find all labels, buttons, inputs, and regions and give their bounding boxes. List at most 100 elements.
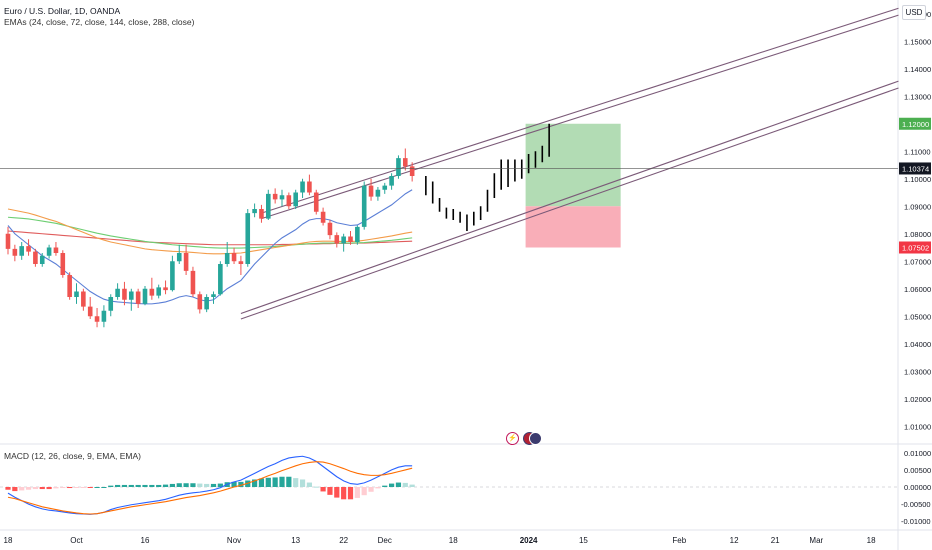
time-tick-label: Feb: [672, 536, 686, 545]
candle-body: [231, 253, 237, 262]
candle-body: [259, 209, 264, 219]
candle-body: [320, 211, 326, 223]
macd-histogram-bar: [39, 487, 45, 490]
macd-histogram-bar: [217, 483, 223, 487]
candle-body: [122, 288, 127, 300]
price-tick-label: 1.15000: [904, 37, 931, 46]
price-tick-label: 1.03000: [904, 367, 931, 376]
currency-button[interactable]: USD: [902, 5, 926, 20]
candle-body: [327, 222, 333, 236]
macd-histogram-bar: [5, 487, 11, 490]
lightning-icon[interactable]: ⚡: [506, 432, 519, 445]
macd-tick-label: 0.00000: [904, 483, 931, 492]
macd-histogram-bar: [115, 484, 121, 487]
candle-body: [238, 261, 244, 264]
macd-histogram-bar: [299, 479, 306, 487]
macd-histogram-bar: [368, 487, 374, 492]
stop-price-label: 1.07502: [902, 244, 929, 253]
candle-body: [409, 166, 415, 176]
candle-body: [341, 236, 346, 244]
macd-histogram-bar: [156, 484, 162, 487]
macd-line: [7, 455, 413, 515]
price-tick-label: 1.08000: [904, 230, 931, 239]
candle-body: [129, 291, 134, 300]
candle-body: [163, 287, 168, 291]
candle-body: [190, 270, 196, 295]
candle-body: [396, 158, 401, 176]
macd-histogram-bar: [395, 482, 402, 487]
macd-histogram-bar: [135, 484, 141, 487]
candle-body: [142, 288, 148, 304]
last-price-label: 1.10374: [902, 164, 929, 173]
macd-histogram-bar: [60, 487, 66, 489]
candle-body: [12, 248, 18, 256]
candle-body: [272, 193, 278, 200]
candle-body: [375, 189, 381, 197]
macd-histogram-bar: [272, 477, 278, 487]
candle-body: [5, 233, 11, 249]
target-price-label: 1.12000: [902, 120, 929, 129]
macd-histogram-bar: [375, 487, 381, 489]
macd-tick-label: 0.00500: [904, 466, 931, 475]
time-tick-label: 18: [4, 536, 13, 545]
candle-body: [183, 253, 189, 271]
macd-histogram-bar: [162, 484, 169, 487]
macd-histogram-bar: [73, 487, 80, 488]
macd-histogram-bar: [252, 479, 258, 487]
price-tick-label: 1.05000: [904, 312, 931, 321]
macd-histogram-bar: [149, 484, 155, 487]
macd-histogram-bar: [19, 487, 25, 491]
macd-histogram-bar: [306, 482, 312, 487]
ema-24-line: [7, 189, 413, 305]
time-tick-label: 15: [579, 536, 588, 545]
macd-histogram-bar: [334, 487, 340, 498]
candle-body: [19, 246, 24, 256]
candle-body: [156, 287, 161, 296]
macd-histogram-bar: [128, 484, 134, 487]
macd-histogram-bar: [354, 487, 360, 498]
macd-tick-label: 0.01000: [904, 449, 931, 458]
macd-histogram-bar: [142, 484, 148, 487]
macd-histogram-bar: [382, 485, 388, 487]
macd-histogram-bar: [80, 487, 86, 488]
stop-zone: [525, 206, 621, 248]
time-tick-label: Nov: [227, 536, 241, 545]
macd-histogram-bar: [121, 484, 128, 487]
ema-144-line: [7, 216, 413, 249]
candle-body: [300, 181, 305, 193]
macd-histogram-bar: [210, 483, 217, 487]
time-tick-label: Oct: [70, 536, 83, 545]
macd-histogram-bar: [183, 483, 189, 487]
time-tick-label: 18: [867, 536, 876, 545]
candle-body: [149, 288, 155, 296]
time-tick-label: 12: [730, 536, 739, 545]
target-zone: [525, 123, 621, 207]
candle-body: [176, 253, 182, 262]
target-price-label-bg: [899, 117, 931, 130]
macd-histogram-bar: [402, 482, 408, 487]
candle-body: [279, 195, 285, 200]
lower-channel-line: [240, 87, 899, 320]
candle-body: [53, 247, 59, 253]
last-price-label-bg: [899, 162, 931, 175]
candle-body: [382, 185, 388, 190]
macd-histogram-bar: [279, 476, 285, 487]
macd-histogram-bar: [169, 483, 175, 487]
time-tick-label: 13: [291, 536, 300, 545]
time-tick-label: Dec: [378, 536, 392, 545]
upper-channel-line: [261, 14, 899, 220]
macd-histogram-bar: [389, 483, 395, 487]
candle-body: [60, 253, 66, 275]
candle-body: [389, 176, 394, 186]
symbol-legend: Euro / U.S. Dollar, 1D, OANDA: [4, 6, 121, 16]
macd-tick-label: -0.01000: [901, 517, 931, 526]
macd-histogram-bar: [12, 487, 18, 492]
macd-histogram-bar: [204, 483, 210, 487]
candle-body: [368, 185, 374, 197]
macd-histogram-bar: [94, 487, 100, 488]
candle-body: [348, 236, 353, 242]
time-tick-label: 22: [339, 536, 348, 545]
candle-body: [266, 193, 271, 219]
candle-body: [74, 291, 79, 297]
